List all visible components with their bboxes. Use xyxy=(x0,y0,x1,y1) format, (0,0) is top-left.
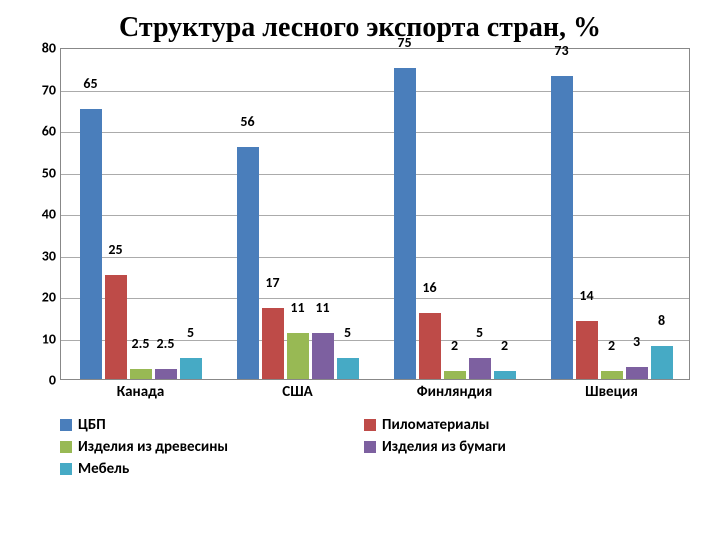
legend-row: Изделия из древесины Изделия из бумаги xyxy=(60,436,660,458)
y-tick: 0 xyxy=(20,372,56,389)
bar xyxy=(651,346,673,379)
legend-swatch xyxy=(60,419,72,431)
bar xyxy=(237,147,259,379)
bar xyxy=(494,371,516,379)
legend-item: Изделия из древесины xyxy=(60,436,340,458)
bar-value-label: 75 xyxy=(390,34,420,51)
legend-row: ЦБП Пиломатериалы xyxy=(60,414,660,436)
plot-area: 65252.52.55Канада561711115США7516252Финл… xyxy=(60,48,690,380)
y-tick: 60 xyxy=(20,123,56,140)
bar xyxy=(419,313,441,379)
legend-item: Пиломатериалы xyxy=(364,414,489,436)
bar-value-label: 56 xyxy=(233,113,263,130)
legend-item: Мебель xyxy=(60,458,340,480)
y-tick: 40 xyxy=(20,206,56,223)
chart-area: 01020304050607080 65252.52.55Канада56171… xyxy=(20,48,700,408)
bar-value-label: 16 xyxy=(415,279,445,296)
category-label: Канада xyxy=(80,379,202,401)
legend-swatch xyxy=(60,463,72,475)
y-tick: 50 xyxy=(20,164,56,181)
category-group: 65252.52.55Канада xyxy=(80,49,202,379)
legend-label: Изделия из древесины xyxy=(78,438,228,456)
legend-row: Мебель xyxy=(60,458,660,480)
legend-label: Мебель xyxy=(78,460,129,478)
legend-swatch xyxy=(60,441,72,453)
category-group: 7516252Финляндия xyxy=(394,49,516,379)
y-tick: 20 xyxy=(20,289,56,306)
category-group: 561711115США xyxy=(237,49,359,379)
category-group: 7314238Швеция xyxy=(551,49,673,379)
bar xyxy=(105,275,127,379)
bar-value-label: 25 xyxy=(101,241,131,258)
legend-swatch xyxy=(364,441,376,453)
legend-label: Изделия из бумаги xyxy=(382,438,506,456)
category-label: США xyxy=(237,379,359,401)
category-label: Швеция xyxy=(551,379,673,401)
bar xyxy=(551,76,573,379)
bar-value-label: 65 xyxy=(76,75,106,92)
bar xyxy=(626,367,648,379)
bar xyxy=(337,358,359,379)
legend-item: Изделия из бумаги xyxy=(364,436,506,458)
bar-value-label: 5 xyxy=(333,324,363,341)
y-tick: 70 xyxy=(20,81,56,98)
bar xyxy=(469,358,491,379)
legend-label: ЦБП xyxy=(78,416,106,434)
bar-value-label: 3 xyxy=(622,333,652,350)
bar xyxy=(155,369,177,379)
y-tick: 80 xyxy=(20,40,56,57)
bar-value-label: 8 xyxy=(647,312,677,329)
bar xyxy=(576,321,598,379)
bar-value-label: 14 xyxy=(572,287,602,304)
legend-item: ЦБП xyxy=(60,414,340,436)
bar xyxy=(180,358,202,379)
legend-label: Пиломатериалы xyxy=(382,416,489,434)
bar xyxy=(80,109,102,379)
y-tick: 30 xyxy=(20,247,56,264)
bar xyxy=(601,371,623,379)
bar xyxy=(262,308,284,379)
bar xyxy=(394,68,416,379)
bar-value-label: 73 xyxy=(547,42,577,59)
legend-swatch xyxy=(364,419,376,431)
category-label: Финляндия xyxy=(394,379,516,401)
bar xyxy=(444,371,466,379)
bar-value-label: 11 xyxy=(308,299,338,316)
bar xyxy=(312,333,334,379)
bar-value-label: 2 xyxy=(490,337,520,354)
bar xyxy=(130,369,152,379)
bar-value-label: 5 xyxy=(176,324,206,341)
y-tick: 10 xyxy=(20,330,56,347)
chart-title: Структура лесного экспорта стран, % xyxy=(0,0,720,48)
legend: ЦБППиломатериалыИзделия из древесиныИзде… xyxy=(60,414,660,480)
bar xyxy=(287,333,309,379)
bar-value-label: 17 xyxy=(258,274,288,291)
